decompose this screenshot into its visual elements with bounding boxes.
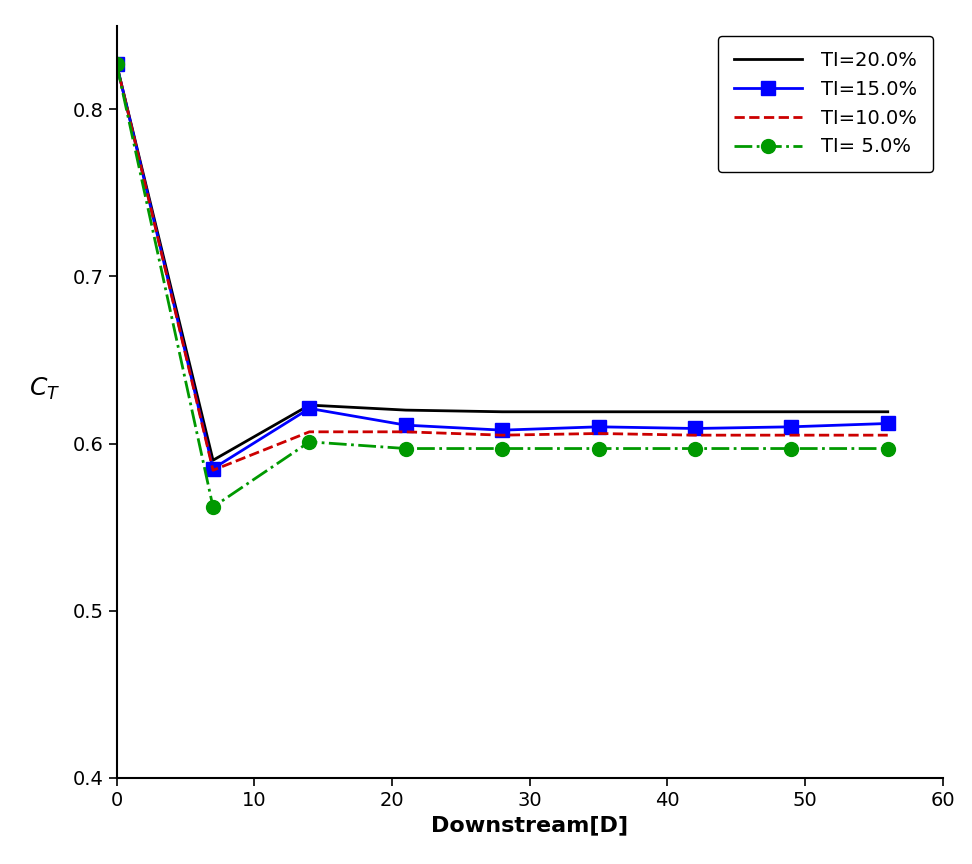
TI= 5.0% <box>111 59 122 69</box>
Legend: TI=20.0%, TI=15.0%, TI=10.0%, TI= 5.0%: TI=20.0%, TI=15.0%, TI=10.0%, TI= 5.0% <box>718 35 933 172</box>
TI=20.0% <box>303 400 315 410</box>
TI=15.0% <box>400 420 412 430</box>
TI= 5.0% <box>400 443 412 454</box>
TI=10.0% <box>497 430 508 441</box>
Line: TI=15.0%: TI=15.0% <box>110 57 894 475</box>
TI=15.0% <box>207 463 219 473</box>
TI=15.0% <box>689 423 701 434</box>
TI=15.0% <box>593 422 605 432</box>
TI= 5.0% <box>207 502 219 512</box>
TI=15.0% <box>882 418 893 429</box>
TI=10.0% <box>207 465 219 475</box>
TI=20.0% <box>593 407 605 417</box>
TI=10.0% <box>689 430 701 441</box>
Y-axis label: $C_T$: $C_T$ <box>29 376 60 402</box>
TI=10.0% <box>400 427 412 437</box>
TI=15.0% <box>497 425 508 435</box>
TI= 5.0% <box>593 443 605 454</box>
TI= 5.0% <box>303 436 315 447</box>
TI=20.0% <box>111 59 122 69</box>
TI=10.0% <box>111 59 122 69</box>
TI=20.0% <box>497 407 508 417</box>
TI=20.0% <box>882 407 893 417</box>
TI=20.0% <box>785 407 797 417</box>
TI=10.0% <box>785 430 797 441</box>
TI=20.0% <box>207 455 219 466</box>
TI=20.0% <box>400 405 412 416</box>
TI= 5.0% <box>882 443 893 454</box>
TI= 5.0% <box>689 443 701 454</box>
Line: TI=20.0%: TI=20.0% <box>117 64 887 461</box>
Line: TI=10.0%: TI=10.0% <box>117 64 887 470</box>
TI=10.0% <box>303 427 315 437</box>
TI=20.0% <box>689 407 701 417</box>
Line: TI= 5.0%: TI= 5.0% <box>110 57 894 514</box>
TI=10.0% <box>882 430 893 441</box>
TI=15.0% <box>303 403 315 414</box>
TI= 5.0% <box>785 443 797 454</box>
X-axis label: Downstream[D]: Downstream[D] <box>432 816 628 835</box>
TI=15.0% <box>785 422 797 432</box>
TI=15.0% <box>111 59 122 69</box>
TI=10.0% <box>593 429 605 439</box>
TI= 5.0% <box>497 443 508 454</box>
